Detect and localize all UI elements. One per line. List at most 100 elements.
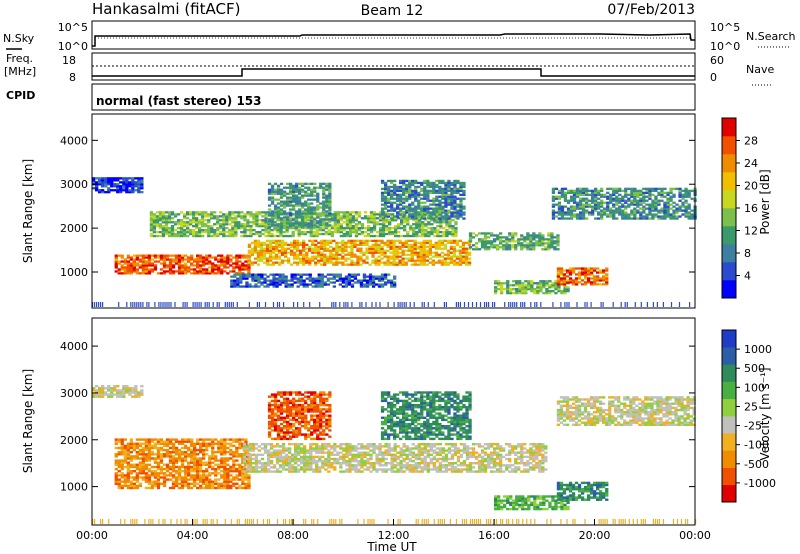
heatmap-cell — [308, 257, 312, 260]
heatmap-cell — [380, 273, 385, 276]
heatmap-cell — [298, 198, 302, 201]
heatmap-cell — [557, 191, 562, 194]
heatmap-cell — [232, 451, 236, 454]
heatmap-cell — [207, 227, 211, 230]
heatmap-cell — [113, 177, 117, 180]
heatmap-cell — [147, 467, 152, 471]
heatmap-cell — [220, 446, 224, 450]
heatmap-cell — [276, 223, 280, 226]
heatmap-cell — [554, 292, 558, 295]
heatmap-cell — [381, 227, 386, 230]
heatmap-cell — [132, 266, 136, 269]
heatmap-cell — [242, 277, 246, 280]
heatmap-cell — [274, 247, 279, 250]
heatmap-cell — [265, 261, 270, 264]
heatmap-cell — [404, 245, 408, 248]
heatmap-cell — [223, 472, 227, 475]
heatmap-cell — [415, 232, 419, 236]
heatmap-cell — [436, 232, 440, 236]
heatmap-cell — [285, 229, 289, 232]
heatmap-cell — [270, 186, 275, 189]
heatmap-cell — [422, 259, 426, 262]
heatmap-cell — [627, 197, 631, 200]
heatmap-cell — [566, 207, 571, 210]
heatmap-cell — [277, 261, 282, 264]
heatmap-cell — [205, 470, 209, 473]
heatmap-cell — [116, 191, 120, 194]
heatmap-cell — [322, 190, 326, 193]
heatmap-cell — [415, 234, 419, 238]
heatmap-cell — [630, 193, 634, 196]
heatmap-cell — [359, 247, 363, 250]
heatmap-cell — [292, 204, 296, 207]
heatmap-cell — [578, 213, 583, 216]
heatmap-cell — [437, 261, 441, 264]
heatmap-cell — [512, 302, 514, 307]
heatmap-cell — [268, 241, 273, 244]
heatmap-cell — [583, 269, 588, 272]
heatmap-cell — [606, 209, 610, 212]
heatmap-cell — [199, 463, 203, 466]
heatmap-cell — [450, 201, 454, 204]
heatmap-cell — [122, 177, 126, 180]
heatmap-cell — [453, 203, 457, 206]
heatmap-cell — [654, 187, 658, 190]
heatmap-cell — [207, 229, 211, 232]
heatmap-cell — [593, 283, 597, 286]
heatmap-cell — [184, 465, 188, 469]
heatmap-cell — [421, 232, 425, 236]
heatmap-cell — [557, 201, 562, 204]
heatmap-cell — [141, 268, 145, 271]
heatmap-cell — [630, 187, 634, 190]
heatmap-cell — [527, 286, 531, 289]
heatmap-cell — [279, 226, 284, 229]
heatmap-cell — [144, 467, 149, 471]
heatmap-cell — [420, 193, 424, 196]
heatmap-cell — [404, 253, 408, 256]
heatmap-cell — [137, 189, 141, 192]
heatmap-cell — [606, 191, 610, 194]
heatmap-cell — [202, 272, 206, 275]
heatmap-cell — [577, 281, 582, 284]
heatmap-cell — [147, 482, 152, 485]
heatmap-cell — [317, 279, 321, 282]
heatmap-cell — [100, 302, 102, 307]
heatmap-cell — [408, 191, 412, 194]
heatmap-cell — [621, 213, 625, 216]
heatmap-cell — [432, 213, 436, 216]
heatmap-cell — [253, 249, 258, 252]
heatmap-cell — [562, 273, 567, 276]
heatmap-cell — [412, 231, 416, 234]
heatmap-cell — [426, 197, 430, 200]
heatmap-cell — [241, 254, 245, 257]
heatmap-cell — [244, 260, 248, 263]
freq-label-2: [MHz] — [4, 65, 36, 78]
heatmap-cell — [177, 270, 182, 273]
heatmap-cell — [280, 241, 285, 244]
heatmap-cell — [393, 187, 397, 190]
heatmap-cell — [277, 245, 282, 248]
heatmap-cell — [408, 187, 412, 190]
heatmap-cell — [235, 264, 239, 267]
heatmap-cell — [148, 302, 150, 307]
heatmap-cell — [362, 275, 367, 278]
heatmap-cell — [386, 239, 390, 242]
heatmap-cell — [461, 255, 466, 258]
power-ylabel: Slant Range [km] — [21, 159, 35, 263]
heatmap-cell — [652, 302, 654, 307]
heatmap-cell — [551, 284, 555, 287]
heatmap-cell — [438, 195, 442, 198]
heatmap-cell — [223, 476, 227, 479]
heatmap-cell — [670, 302, 673, 307]
heatmap-cell — [391, 231, 395, 234]
heatmap-cell — [390, 197, 394, 200]
heatmap-cell — [295, 204, 299, 207]
heatmap-cell — [398, 251, 402, 254]
heatmap-cell — [389, 241, 393, 244]
heatmap-cell — [657, 191, 661, 194]
heatmap-cell — [326, 279, 330, 282]
heatmap-cell — [578, 207, 583, 210]
heatmap-cell — [441, 191, 445, 194]
heatmap-cell — [360, 223, 365, 226]
heatmap-cell — [173, 234, 178, 238]
